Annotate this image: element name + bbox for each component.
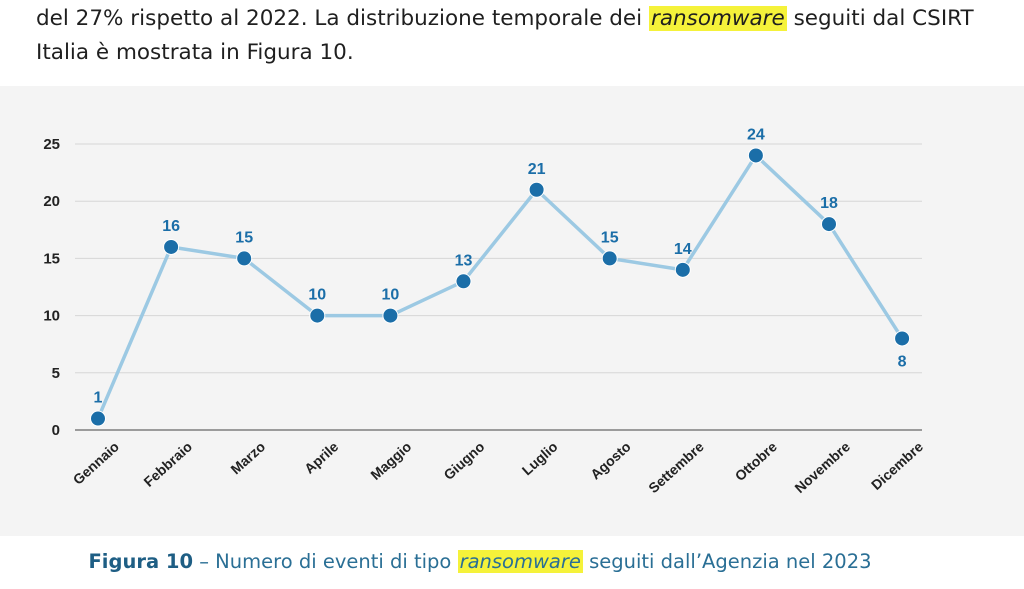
intro-paragraph: del 27% rispetto al 2022. La distribuzio…: [36, 2, 996, 70]
data-label: 15: [235, 229, 253, 246]
chart-panel: 0 5 10 15 20 25 Gennaio Febbraio Marzo Aprile Magg…: [0, 86, 1024, 536]
x-tick-label: Giugno: [440, 438, 487, 483]
y-tick-label: 15: [43, 250, 60, 267]
data-label: 13: [455, 252, 473, 269]
figure-caption: Figura 10 – Numero di eventi di tipo ran…: [0, 550, 960, 573]
x-tick-label: Maggio: [367, 438, 414, 483]
data-label: 24: [747, 126, 765, 143]
highlighted-term: ransomware: [648, 6, 787, 31]
data-label: 16: [162, 218, 180, 235]
data-label: 1: [94, 390, 103, 407]
caption-text-end: seguiti dall’Agenzia nel 2023: [589, 550, 872, 573]
data-label: 14: [674, 241, 692, 258]
data-point: [236, 250, 253, 267]
data-point: [455, 273, 472, 290]
data-point: [601, 250, 618, 267]
y-tick-label: 25: [43, 136, 60, 153]
data-label: 18: [820, 195, 838, 212]
data-point: [382, 307, 399, 324]
y-tick-label: 0: [52, 422, 60, 439]
data-label: 8: [898, 353, 907, 370]
data-point: [163, 238, 180, 255]
y-tick-label: 10: [43, 308, 60, 325]
series-line: [96, 153, 904, 420]
y-tick-label: 5: [52, 365, 60, 382]
caption-highlighted-term: ransomware: [457, 550, 583, 573]
data-label: 15: [601, 229, 619, 246]
data-point: [894, 330, 911, 347]
data-point: [747, 147, 764, 164]
intro-line-2: Italia è mostrata in Figura 10.: [36, 40, 354, 65]
x-tick-label: Aprile: [301, 438, 341, 477]
x-tick-label: Ottobre: [732, 438, 780, 484]
data-label: 10: [308, 287, 326, 304]
data-point: [90, 410, 106, 427]
x-tick-label: Agosto: [587, 438, 634, 482]
x-tick-label: Febbraio: [140, 438, 195, 489]
data-label: 10: [382, 287, 400, 304]
data-label: 21: [528, 161, 546, 178]
x-tick-label: Marzo: [227, 438, 268, 477]
data-point: [528, 181, 545, 198]
x-tick-label: Luglio: [519, 438, 561, 478]
caption-text: – Numero di eventi di tipo: [199, 550, 452, 573]
intro-line-1: del 27% rispetto al 2022. La distribuzio…: [36, 2, 996, 36]
data-point: [309, 307, 326, 324]
intro-text: del 27% rispetto al 2022. La distribuzio…: [36, 6, 643, 31]
line-chart: 0 5 10 15 20 25 Gennaio Febbraio Marzo Aprile Magg…: [43, 126, 926, 496]
y-tick-label: 20: [43, 193, 60, 210]
data-point: [821, 216, 837, 233]
x-tick-label: Gennaio: [70, 438, 122, 487]
x-tick-label: Settembre: [645, 438, 707, 496]
x-tick-label: Novembre: [791, 438, 853, 496]
data-point: [674, 261, 691, 278]
x-tick-label: Dicembre: [868, 438, 926, 493]
intro-text-suffix: seguiti dal CSIRT: [793, 6, 974, 31]
figure-label: Figura 10: [88, 550, 194, 573]
